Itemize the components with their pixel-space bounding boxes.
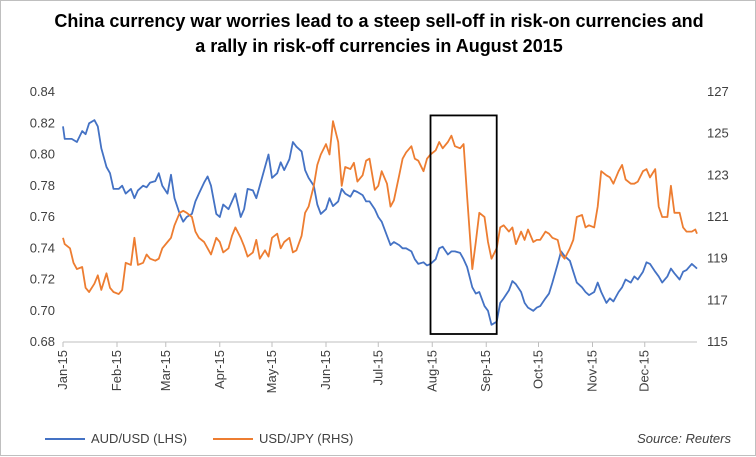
y-right-tick-label: 117 bbox=[707, 292, 728, 307]
x-tick-label: May-15 bbox=[264, 350, 279, 393]
x-tick-label: Nov-15 bbox=[584, 350, 599, 392]
y-left-tick-label: 0.70 bbox=[30, 303, 55, 318]
legend-label-usd-jpy: USD/JPY (RHS) bbox=[259, 431, 354, 446]
y-right-tick-label: 115 bbox=[707, 334, 728, 349]
x-tick-label: Sep-15 bbox=[478, 350, 493, 392]
y-left-tick-label: 0.76 bbox=[30, 209, 55, 224]
chart-title-line-2: a rally in risk-off currencies in August… bbox=[195, 36, 563, 56]
series-line-aud-usd bbox=[62, 119, 698, 326]
y-left-tick-label: 0.68 bbox=[30, 334, 55, 349]
series-line-usd-jpy bbox=[62, 120, 698, 296]
x-tick-label: Oct-15 bbox=[531, 350, 546, 389]
x-tick-label: Dec-15 bbox=[637, 350, 652, 392]
chart-title-line-1: China currency war worries lead to a ste… bbox=[54, 11, 704, 31]
legend-swatch-usd-jpy bbox=[213, 437, 253, 440]
y-left-tick-label: 0.80 bbox=[30, 147, 55, 162]
y-right-tick-label: 119 bbox=[707, 251, 728, 266]
x-tick-label: Jan-15 bbox=[55, 350, 70, 390]
x-tick-label: Jun-15 bbox=[318, 350, 333, 390]
legend-item-aud-usd: AUD/USD (LHS) bbox=[45, 431, 187, 446]
legend-label-aud-usd: AUD/USD (LHS) bbox=[91, 431, 188, 446]
y-right-tick-label: 123 bbox=[707, 167, 729, 182]
y-right-tick-label: 121 bbox=[707, 209, 729, 224]
y-right-tick-label: 127 bbox=[707, 84, 729, 99]
legend-swatch-aud-usd bbox=[45, 437, 85, 440]
x-tick-label: Jul-15 bbox=[370, 350, 385, 385]
y-left-tick-label: 0.78 bbox=[30, 178, 55, 193]
x-tick-label: Mar-15 bbox=[158, 350, 173, 391]
source-note: Source: Reuters bbox=[637, 431, 731, 446]
y-right-tick-label: 125 bbox=[707, 126, 729, 141]
x-tick-label: Aug-15 bbox=[424, 350, 439, 392]
x-tick-label: Apr-15 bbox=[212, 350, 227, 389]
y-left-tick-label: 0.84 bbox=[30, 84, 55, 99]
y-left-tick-label: 0.82 bbox=[30, 115, 55, 130]
legend-item-usd-jpy: USD/JPY (RHS) bbox=[213, 431, 353, 446]
y-left-tick-label: 0.74 bbox=[30, 240, 55, 255]
highlight-box bbox=[429, 114, 498, 335]
y-left-tick-label: 0.72 bbox=[30, 272, 55, 287]
x-tick-label: Feb-15 bbox=[109, 350, 124, 391]
